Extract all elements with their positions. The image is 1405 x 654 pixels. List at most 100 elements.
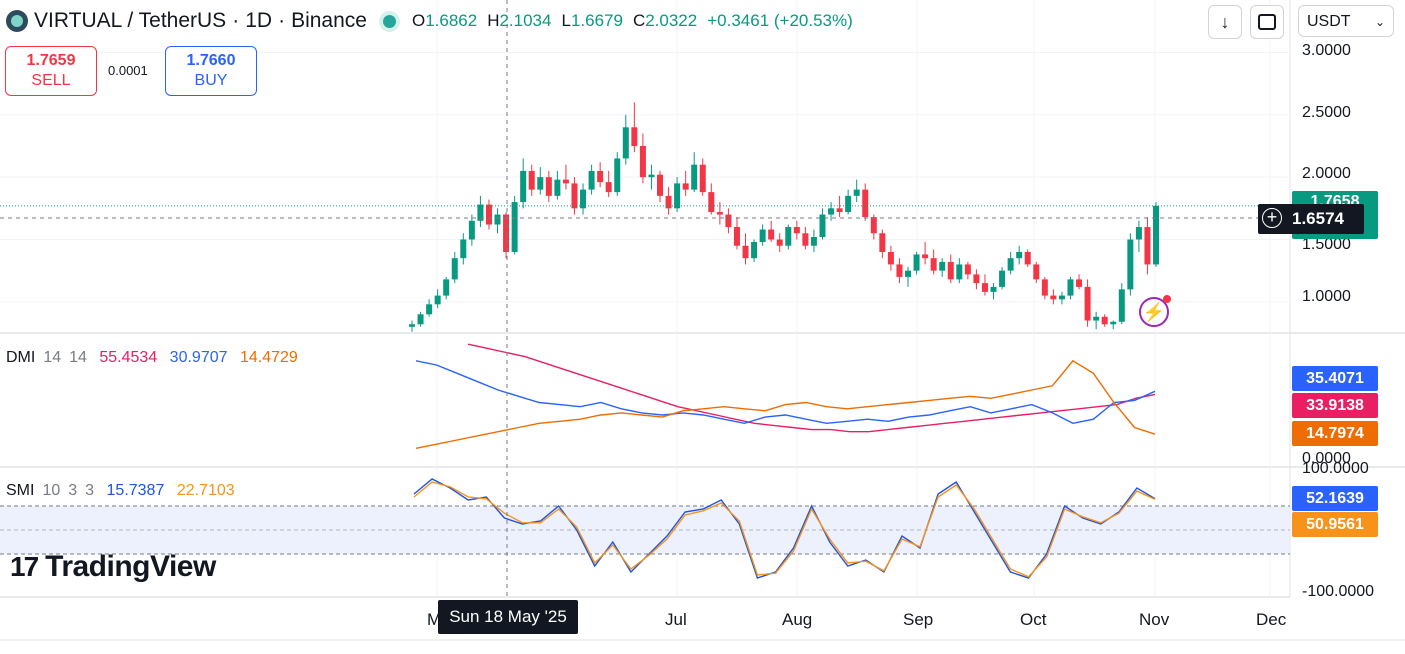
candle-body — [639, 145, 646, 178]
currency-value: USDT — [1307, 13, 1351, 30]
close-value: 2.0322 — [645, 11, 698, 30]
candle-body — [494, 214, 501, 225]
open-key: O — [411, 11, 426, 30]
price-tick: 1.5000 — [1302, 236, 1351, 253]
candle-body — [520, 170, 527, 203]
x-label: Jul — [665, 610, 687, 629]
candle-body — [682, 183, 689, 190]
candle-body — [999, 270, 1006, 287]
tradingview-logo[interactable]: 17 TradingView — [10, 550, 216, 584]
low-key: L — [561, 11, 571, 30]
high-key: H — [487, 11, 500, 30]
candle-body — [614, 158, 621, 193]
candle-body — [477, 204, 484, 221]
candle-body — [409, 324, 415, 327]
candle-body — [1016, 251, 1023, 259]
candle-body — [853, 189, 860, 196]
coin-logo-icon — [6, 10, 28, 32]
x-label: Sep — [903, 610, 934, 629]
separator: · — [278, 9, 286, 32]
candle-body — [716, 212, 723, 215]
candle-body — [896, 264, 903, 277]
x-label: Oct — [1020, 610, 1047, 629]
dmi-series-line — [467, 343, 1156, 433]
dmi-param: 14 — [69, 349, 87, 366]
candle-body — [1118, 289, 1125, 322]
smi-signal-value: 22.7103 — [176, 482, 235, 499]
add-plus-icon[interactable]: + — [1262, 208, 1282, 228]
price-tick: 2.0000 — [1302, 165, 1351, 182]
dmi-series-line — [415, 360, 1156, 425]
candle-body — [887, 251, 894, 265]
smi-pane — [0, 478, 1290, 579]
candle-body — [605, 182, 612, 193]
candle-body — [905, 270, 911, 277]
candle-body — [708, 192, 715, 213]
sell-button[interactable]: 1.7659 SELL — [5, 46, 97, 96]
crosshair-price-label: + 1.6574 — [1258, 204, 1364, 234]
smi-legend[interactable]: SMI 10 3 3 15.7387 22.7103 — [6, 482, 243, 500]
price-pane[interactable] — [0, 102, 1290, 332]
buy-button[interactable]: 1.7660 BUY — [165, 46, 257, 96]
price-tick: 2.5000 — [1302, 104, 1351, 121]
price-tick: 3.0000 — [1302, 42, 1351, 59]
candle-body — [1084, 286, 1091, 321]
dmi-plus-tag: 35.4071 — [1292, 366, 1378, 391]
buy-label: BUY — [194, 72, 228, 89]
currency-select[interactable]: USDT ⌄ — [1298, 5, 1394, 37]
candle-body — [537, 177, 544, 190]
candle-body — [819, 214, 826, 237]
candle-body — [973, 274, 980, 284]
smi-value: 15.7387 — [106, 482, 165, 499]
candle-body — [1127, 239, 1134, 290]
arrow-down-icon[interactable]: ↓ — [1208, 5, 1242, 39]
fullscreen-icon[interactable] — [1250, 5, 1284, 39]
candle-body — [674, 183, 681, 209]
open-value: 1.6862 — [425, 11, 478, 30]
separator: · — [232, 9, 240, 32]
smi-top-tick: 100.0000 — [1302, 460, 1369, 477]
candle-body — [426, 304, 433, 315]
tradingview-mark-icon: 17 — [10, 551, 39, 582]
symbol-header[interactable]: VIRTUAL / TetherUS · 1D · Binance O1.686… — [6, 6, 853, 36]
candle-body — [528, 170, 535, 190]
candle-body — [802, 233, 809, 246]
candle-body — [1050, 295, 1057, 300]
lightning-icon[interactable]: ⚡ — [1139, 295, 1171, 327]
sell-label: SELL — [31, 72, 71, 89]
low-value: 1.6679 — [570, 11, 623, 30]
sell-price: 1.7659 — [26, 52, 76, 69]
dmi-zero-tick: 0.0000 — [1302, 450, 1351, 467]
dmi-plus-value: 30.9707 — [169, 349, 228, 366]
dmi-adx-tag: 33.9138 — [1292, 393, 1378, 418]
candle-body — [1153, 205, 1159, 265]
candle-body — [742, 245, 749, 259]
crosshair — [0, 0, 1258, 600]
candle-body — [990, 286, 997, 292]
candle-body — [964, 264, 971, 275]
x-label: Nov — [1139, 610, 1170, 629]
dmi-legend[interactable]: DMI 14 14 55.4534 30.9707 14.4729 — [6, 349, 306, 367]
candle-body — [597, 170, 604, 183]
candle-body — [836, 208, 843, 213]
candle-body — [417, 314, 424, 325]
candle-body — [554, 179, 561, 196]
candle-body — [733, 227, 740, 246]
symbol-name[interactable]: VIRTUAL / TetherUS — [34, 9, 227, 32]
market-status-icon — [382, 14, 396, 28]
candle-body — [793, 227, 800, 234]
candle-body — [460, 239, 467, 259]
candle-body — [751, 241, 758, 259]
close-key: C — [632, 11, 646, 30]
candle-body — [545, 177, 552, 196]
candle-body — [434, 295, 441, 305]
dmi-minus-tag: 14.7974 — [1292, 421, 1378, 446]
x-label-clipped: M — [427, 610, 442, 629]
candle-body — [862, 189, 869, 218]
smi-series-line — [413, 481, 1156, 578]
chevron-down-icon: ⌄ — [1374, 15, 1385, 29]
candle-body — [580, 189, 587, 209]
interval[interactable]: 1D — [245, 9, 273, 32]
